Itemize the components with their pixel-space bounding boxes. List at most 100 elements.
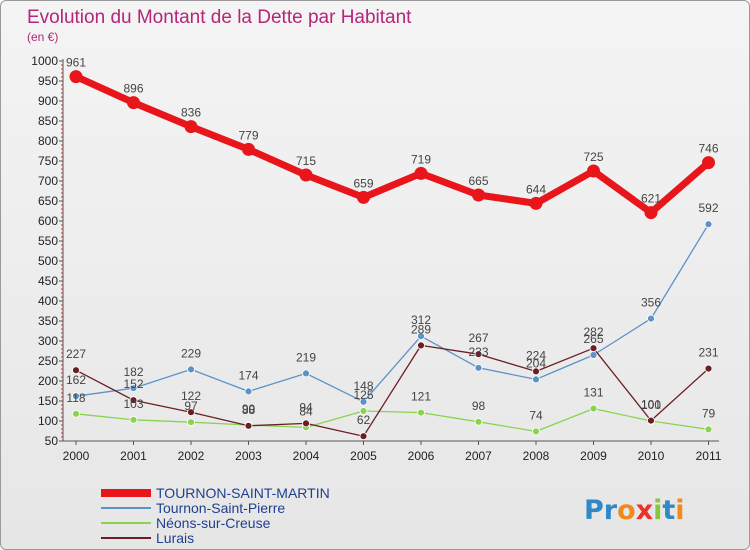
data-label: 719 xyxy=(411,152,431,166)
data-label: 725 xyxy=(583,150,603,164)
data-point xyxy=(414,166,428,180)
y-tick-label: 650 xyxy=(38,194,58,208)
data-label: 233 xyxy=(468,345,488,359)
axes: 50 100 150 200 250 300 350 400 450 500 550 600 650 70… xyxy=(31,54,721,463)
data-point xyxy=(474,350,483,359)
data-point xyxy=(417,341,425,350)
data-label: 779 xyxy=(238,128,258,142)
data-label: 312 xyxy=(411,313,431,327)
series-line-2 xyxy=(75,407,709,433)
data-label: 100 xyxy=(641,398,661,412)
legend-label: Tournon-Saint-Pierre xyxy=(156,500,285,516)
chart-subtitle: (en €) xyxy=(27,30,58,44)
data-point xyxy=(647,314,655,323)
y-tick-label: 950 xyxy=(38,74,58,88)
logo-letter: t xyxy=(662,495,675,526)
data-point xyxy=(589,351,598,359)
data-label: 961 xyxy=(66,56,86,70)
data-label: 162 xyxy=(66,373,86,387)
data-point xyxy=(472,188,485,202)
series-lines xyxy=(69,70,715,441)
data-label: 665 xyxy=(468,174,488,188)
y-tick-label: 900 xyxy=(38,94,58,108)
data-label: 125 xyxy=(353,388,373,402)
y-tick-label: 350 xyxy=(38,314,58,328)
data-point xyxy=(417,332,425,341)
data-point xyxy=(244,387,253,396)
data-point xyxy=(242,142,255,156)
y-tick-label: 500 xyxy=(38,254,58,268)
data-label: 94 xyxy=(299,400,313,414)
proxiti-logo: Proxiti xyxy=(584,495,685,526)
y-tick-label: 600 xyxy=(38,214,58,228)
data-label: 118 xyxy=(66,391,85,405)
series-line-0 xyxy=(74,73,711,217)
chart-title: Evolution du Montant de la Dette par Hab… xyxy=(27,7,412,28)
y-tick-label: 400 xyxy=(38,294,58,308)
logo-letter: x xyxy=(636,495,653,526)
data-label: 282 xyxy=(583,325,603,339)
data-point xyxy=(704,364,713,373)
series-line-1 xyxy=(75,223,710,403)
data-point xyxy=(72,366,80,375)
data-point xyxy=(299,168,313,182)
data-point xyxy=(69,70,83,84)
data-point xyxy=(702,156,715,170)
data-point xyxy=(357,190,370,204)
x-tick-label: 2010 xyxy=(638,449,665,463)
legend-label: TOURNON-SAINT-MARTIN xyxy=(156,485,330,501)
logo-letter: o xyxy=(617,495,636,526)
data-point xyxy=(529,196,543,210)
y-tick-label: 100 xyxy=(38,414,58,428)
data-label: 836 xyxy=(181,106,201,120)
data-label: 152 xyxy=(123,377,143,391)
data-label: 644 xyxy=(526,182,546,196)
data-point xyxy=(72,409,80,418)
data-point xyxy=(532,427,540,436)
y-tick-label: 1000 xyxy=(31,54,58,68)
data-point xyxy=(127,96,140,110)
data-point xyxy=(589,344,598,353)
data-point xyxy=(244,421,253,430)
data-point xyxy=(187,365,195,374)
data-label: 101 xyxy=(641,398,661,412)
logo-letter: i xyxy=(653,495,662,526)
y-tick-label: 50 xyxy=(45,434,59,448)
data-label: 224 xyxy=(526,348,546,362)
data-point xyxy=(302,419,310,428)
y-tick-label: 250 xyxy=(38,354,58,368)
data-label: 204 xyxy=(526,356,546,370)
data-point xyxy=(129,415,138,424)
data-label: 746 xyxy=(698,142,718,156)
data-label: 174 xyxy=(238,368,258,382)
logo-letter: i xyxy=(675,495,684,526)
data-point xyxy=(589,404,598,413)
data-label: 103 xyxy=(123,397,143,411)
y-tick-label: 850 xyxy=(38,114,58,128)
data-point xyxy=(644,206,658,220)
data-label: 715 xyxy=(296,154,316,168)
legend-label: Lurais xyxy=(156,530,194,546)
legend: TOURNON-SAINT-MARTINTournon-Saint-Pierre… xyxy=(101,485,330,546)
logo-letter: P xyxy=(584,495,604,526)
data-label: 88 xyxy=(242,403,256,417)
data-label: 131 xyxy=(583,386,603,400)
data-label: 121 xyxy=(411,390,431,404)
data-label: 592 xyxy=(698,201,718,215)
x-tick-label: 2005 xyxy=(350,449,377,463)
x-tick-label: 2009 xyxy=(580,449,607,463)
data-label: 229 xyxy=(181,346,201,360)
data-point xyxy=(474,417,483,426)
x-tick-label: 2003 xyxy=(235,449,262,463)
x-tick-label: 2008 xyxy=(523,449,550,463)
logo-letter: r xyxy=(604,495,618,526)
data-point xyxy=(72,392,80,401)
data-point xyxy=(359,397,368,406)
x-tick-label: 2002 xyxy=(178,449,205,463)
x-tick-label: 2001 xyxy=(120,449,147,463)
x-tick-label: 2011 xyxy=(696,449,722,463)
data-label: 98 xyxy=(472,399,486,413)
data-point xyxy=(532,367,540,376)
